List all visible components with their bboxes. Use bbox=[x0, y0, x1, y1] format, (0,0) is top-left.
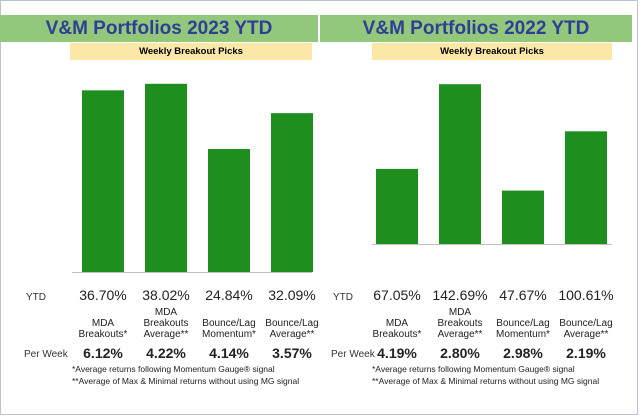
per-week-value-2023-3: 3.57% bbox=[272, 345, 312, 361]
category-label-2022-3: Bounce/Lag Average** bbox=[559, 318, 612, 340]
per-week-value-2023-2: 4.14% bbox=[209, 345, 249, 361]
per-week-value-2023-0: 6.12% bbox=[83, 345, 123, 361]
chart-2023: YTD 36.70% 38.02% 24.84% 32.09% MDA Breakouts*… bbox=[24, 83, 318, 386]
bar-2022-3 bbox=[565, 131, 607, 244]
ytd-value-2023-1: 38.02% bbox=[142, 287, 189, 303]
per-week-value-2022-2: 2.98% bbox=[503, 345, 543, 361]
footnote-2023-1: **Average of Max & Minimal returns witho… bbox=[72, 376, 299, 386]
bar-2022-2 bbox=[502, 190, 544, 244]
category-label-2022-0: MDA Breakouts* bbox=[373, 318, 422, 340]
chart-2022: YTD 67.05% 142.69% 47.67% 100.61% MDA Breakout… bbox=[331, 84, 614, 386]
per-week-value-2022-3: 2.19% bbox=[566, 345, 606, 361]
footnote-2022-1: **Average of Max & Minimal returns witho… bbox=[372, 376, 599, 386]
category-label-2023-1: MDA Breakouts Average** bbox=[143, 307, 188, 340]
bar-2023-3 bbox=[271, 113, 313, 272]
ytd-row-label-2023: YTD bbox=[26, 292, 46, 303]
ytd-value-2023-0: 36.70% bbox=[79, 287, 126, 303]
per-week-value-2023-1: 4.22% bbox=[146, 345, 186, 361]
chart-subtitle-2022: Weekly Breakout Picks bbox=[372, 43, 612, 60]
ytd-value-2022-1: 142.69% bbox=[432, 287, 487, 303]
bar-2023-1 bbox=[145, 83, 187, 273]
ytd-value-2023-2: 24.84% bbox=[205, 287, 252, 303]
ytd-value-2023-3: 32.09% bbox=[268, 287, 315, 303]
bar-2023-0 bbox=[82, 90, 124, 273]
category-label-2023-0: MDA Breakouts* bbox=[79, 318, 128, 340]
ytd-row-label-2022: YTD bbox=[333, 292, 353, 303]
panel-2022: V&M Portfolios 2022 YTD Weekly Breakout … bbox=[320, 0, 640, 417]
bar-2022-1 bbox=[439, 84, 481, 245]
category-label-2022-2: Bounce/Lag Momentum* bbox=[496, 318, 550, 340]
category-label-2023-2: Bounce/Lag Momentum* bbox=[202, 318, 256, 340]
per-week-value-2022-1: 2.80% bbox=[440, 345, 480, 361]
chart-title-2023: V&M Portfolios 2023 YTD bbox=[0, 15, 318, 42]
ytd-value-2022-0: 67.05% bbox=[373, 287, 420, 303]
chart-subtitle-2023: Weekly Breakout Picks bbox=[70, 43, 312, 60]
per-week-row-label-2022: Per Week bbox=[331, 349, 376, 360]
category-label-2023-3: Bounce/Lag Average** bbox=[265, 318, 318, 340]
per-week-value-2022-0: 4.19% bbox=[377, 345, 417, 361]
ytd-value-2022-3: 100.61% bbox=[558, 287, 613, 303]
footnote-2022-0: *Average returns following Momentum Gaug… bbox=[372, 364, 575, 374]
panel-2023: V&M Portfolios 2023 YTD Weekly Breakout … bbox=[0, 0, 318, 417]
chart-title-2022: V&M Portfolios 2022 YTD bbox=[320, 15, 632, 42]
bar-2022-0 bbox=[376, 168, 418, 244]
bar-2023-2 bbox=[208, 149, 250, 272]
per-week-row-label-2023: Per Week bbox=[24, 349, 69, 360]
ytd-value-2022-2: 47.67% bbox=[499, 287, 546, 303]
category-label-2022-1: MDA Breakouts Average** bbox=[437, 307, 482, 340]
footnote-2023-0: *Average returns following Momentum Gaug… bbox=[72, 364, 275, 374]
